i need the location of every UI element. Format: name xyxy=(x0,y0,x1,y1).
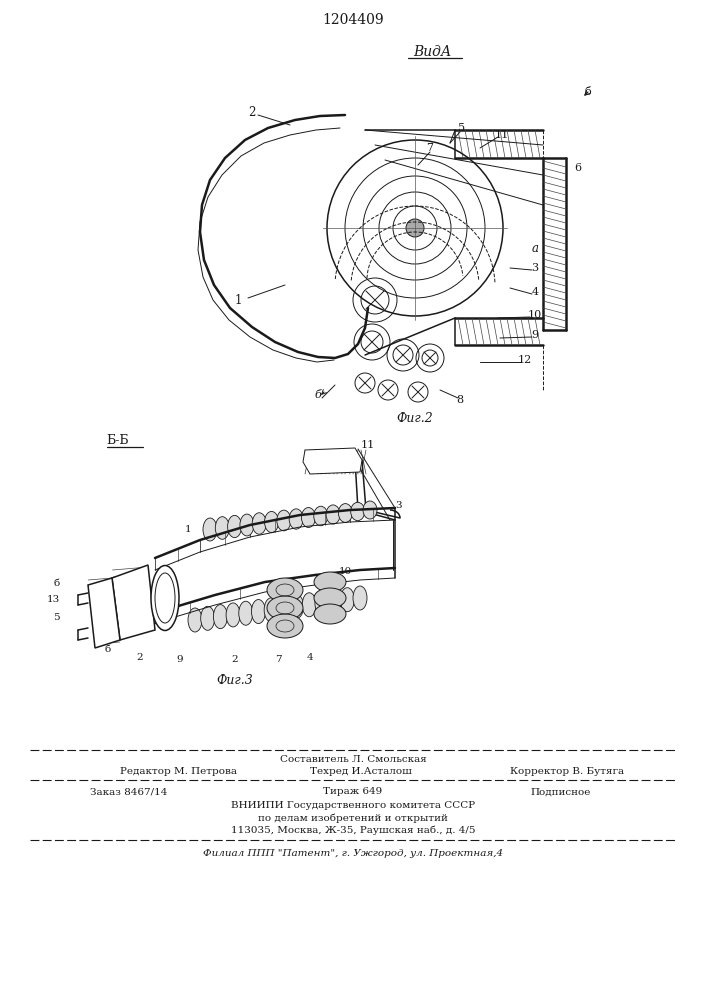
Ellipse shape xyxy=(351,502,365,521)
Ellipse shape xyxy=(277,510,291,531)
Ellipse shape xyxy=(214,605,228,629)
Ellipse shape xyxy=(301,508,315,527)
Ellipse shape xyxy=(226,603,240,627)
Text: 1: 1 xyxy=(185,526,192,534)
Text: 4: 4 xyxy=(532,287,539,297)
Text: 11: 11 xyxy=(495,130,509,140)
Ellipse shape xyxy=(302,593,316,617)
Ellipse shape xyxy=(188,608,202,632)
Text: Составитель Л. Смольская: Составитель Л. Смольская xyxy=(280,756,426,764)
Ellipse shape xyxy=(314,506,328,526)
Ellipse shape xyxy=(363,501,377,519)
Text: б: б xyxy=(105,646,111,654)
Ellipse shape xyxy=(326,505,340,524)
Ellipse shape xyxy=(339,504,352,522)
Text: б: б xyxy=(585,87,591,97)
Ellipse shape xyxy=(267,578,303,602)
Text: 10: 10 xyxy=(528,310,542,320)
Ellipse shape xyxy=(290,594,303,618)
Ellipse shape xyxy=(216,517,229,539)
Text: 4: 4 xyxy=(307,654,313,662)
Text: б: б xyxy=(315,390,322,400)
Ellipse shape xyxy=(277,596,291,620)
Text: ВНИИПИ Государственного комитета СССР: ВНИИПИ Государственного комитета СССР xyxy=(231,802,475,810)
Ellipse shape xyxy=(327,589,341,613)
Ellipse shape xyxy=(353,586,367,610)
Ellipse shape xyxy=(252,513,267,534)
Text: 3: 3 xyxy=(532,263,539,273)
Text: Корректор В. Бутяга: Корректор В. Бутяга xyxy=(510,768,624,776)
Text: 8: 8 xyxy=(457,395,464,405)
Text: 5: 5 xyxy=(458,123,466,133)
Ellipse shape xyxy=(267,614,303,638)
Text: 7: 7 xyxy=(426,143,433,153)
Text: Фиг.3: Фиг.3 xyxy=(216,674,253,686)
Text: Подписное: Подписное xyxy=(530,788,590,796)
Text: Тираж 649: Тираж 649 xyxy=(323,788,382,796)
Text: 1: 1 xyxy=(234,294,242,306)
Ellipse shape xyxy=(252,600,265,624)
Ellipse shape xyxy=(203,518,217,541)
Text: по делам изобретений и открытий: по делам изобретений и открытий xyxy=(258,813,448,823)
Ellipse shape xyxy=(240,514,254,536)
Text: 7: 7 xyxy=(275,656,281,664)
Text: 11: 11 xyxy=(361,440,375,450)
Text: а: а xyxy=(532,241,539,254)
Polygon shape xyxy=(112,565,155,640)
Text: 1204409: 1204409 xyxy=(322,13,384,27)
Text: ВидА: ВидА xyxy=(413,45,451,59)
Ellipse shape xyxy=(340,588,354,612)
Text: 12: 12 xyxy=(518,355,532,365)
Text: 10: 10 xyxy=(339,568,351,576)
Text: 9: 9 xyxy=(177,656,183,664)
Text: 9: 9 xyxy=(532,330,539,340)
Text: 6: 6 xyxy=(574,163,582,173)
Text: 113035, Москва, Ж-35, Раушская наб., д. 4/5: 113035, Москва, Ж-35, Раушская наб., д. … xyxy=(230,825,475,835)
Text: 5: 5 xyxy=(53,613,60,622)
Text: 3: 3 xyxy=(395,500,402,510)
Polygon shape xyxy=(88,578,120,648)
Ellipse shape xyxy=(289,509,303,529)
Text: 2: 2 xyxy=(232,656,238,664)
Text: 2: 2 xyxy=(248,105,256,118)
Text: 13: 13 xyxy=(47,595,60,604)
Circle shape xyxy=(406,219,424,237)
Text: Филиал ППП "Патент", г. Ужгород, ул. Проектная,4: Филиал ППП "Патент", г. Ужгород, ул. Про… xyxy=(203,850,503,858)
Ellipse shape xyxy=(228,515,242,538)
Ellipse shape xyxy=(151,566,179,631)
Polygon shape xyxy=(303,448,362,474)
Text: Заказ 8467/14: Заказ 8467/14 xyxy=(90,788,168,796)
Ellipse shape xyxy=(264,511,279,533)
Text: Редактор М. Петрова: Редактор М. Петрова xyxy=(120,768,237,776)
Text: б: б xyxy=(54,578,60,587)
Text: 2: 2 xyxy=(136,654,144,662)
Ellipse shape xyxy=(267,596,303,620)
Ellipse shape xyxy=(314,588,346,608)
Ellipse shape xyxy=(201,606,215,630)
Ellipse shape xyxy=(314,604,346,624)
Text: Фиг.2: Фиг.2 xyxy=(397,412,433,424)
Text: Б-Б: Б-Б xyxy=(107,434,129,446)
Ellipse shape xyxy=(314,572,346,592)
Text: Техред И.Асталош: Техред И.Асталош xyxy=(310,768,412,776)
Ellipse shape xyxy=(315,591,329,615)
Ellipse shape xyxy=(239,601,253,625)
Ellipse shape xyxy=(264,598,278,622)
